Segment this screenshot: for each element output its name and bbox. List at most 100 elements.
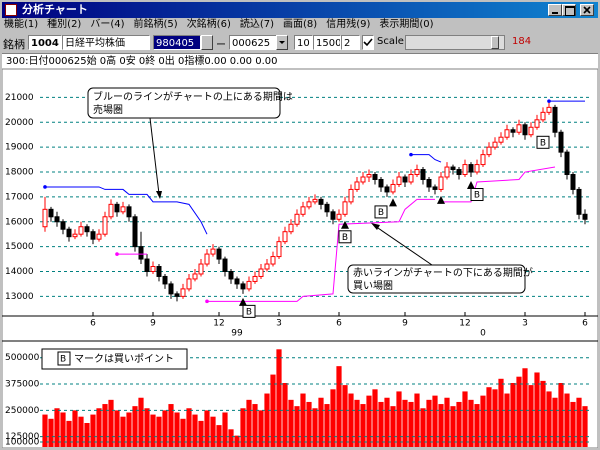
candle-body bbox=[216, 248, 222, 260]
x-tick-label: 3 bbox=[276, 319, 282, 329]
y-tick-label: 125000 bbox=[5, 432, 40, 442]
line-start bbox=[409, 152, 413, 157]
year-label: 0 bbox=[480, 329, 486, 339]
candle-body bbox=[438, 176, 444, 190]
date-to-dropdown[interactable] bbox=[276, 35, 288, 50]
menu-item[interactable]: 前銘柄(5) bbox=[133, 19, 178, 30]
buy-marker-label: B bbox=[540, 138, 546, 148]
menu-item[interactable]: バー(4) bbox=[90, 19, 125, 30]
volume-bar bbox=[384, 397, 390, 447]
candle-body bbox=[192, 273, 198, 280]
param3-input[interactable]: 2 bbox=[341, 35, 360, 50]
scale-checkbox[interactable] bbox=[362, 35, 374, 50]
volume-bar bbox=[78, 416, 84, 447]
candle-body bbox=[474, 164, 480, 173]
volume-bar bbox=[228, 429, 234, 447]
signal-triangle bbox=[389, 198, 397, 207]
indicator-line bbox=[45, 186, 208, 235]
candle-body bbox=[528, 126, 534, 136]
candle-body bbox=[336, 213, 342, 220]
buy-marker bbox=[374, 205, 388, 219]
indicator-line bbox=[411, 154, 442, 163]
indicator-line bbox=[207, 198, 435, 302]
window-title: 分析チャート bbox=[22, 3, 88, 16]
name-input[interactable]: 日経平均株価 bbox=[62, 35, 150, 50]
candle-body bbox=[330, 211, 336, 220]
y-tick-label: 17000 bbox=[5, 192, 34, 202]
candle-body bbox=[174, 293, 180, 297]
volume-bar bbox=[204, 410, 210, 447]
menu-item[interactable]: 信用残(9) bbox=[326, 19, 371, 30]
param2-input[interactable]: 1500 bbox=[313, 35, 341, 50]
menu-item[interactable]: 次銘柄(6) bbox=[186, 19, 231, 30]
menu-bar: 機能(1) 種別(2) バー(4) 前銘柄(5) 次銘柄(6) 読込(7) 画面(8) 信用残… bbox=[0, 18, 434, 32]
volume-bar bbox=[108, 399, 114, 447]
candle-body bbox=[258, 268, 264, 277]
volume-bar bbox=[330, 389, 336, 447]
volume-bar bbox=[360, 404, 366, 447]
close-button[interactable] bbox=[580, 4, 594, 16]
buy-marker bbox=[536, 135, 550, 149]
candle-body bbox=[450, 166, 456, 171]
date-from-input[interactable]: 980405 bbox=[153, 35, 201, 50]
volume-bar bbox=[528, 385, 534, 447]
volume-bar bbox=[156, 416, 162, 447]
volume-bar bbox=[540, 380, 546, 447]
volume-bar bbox=[576, 397, 582, 447]
menu-item[interactable]: 表示期間(0) bbox=[379, 19, 434, 30]
candle-body bbox=[324, 203, 330, 213]
menu-item[interactable]: 読込(7) bbox=[239, 19, 275, 30]
volume-bar bbox=[498, 378, 504, 447]
code-input[interactable]: 1004 bbox=[28, 35, 62, 50]
candle-body bbox=[264, 263, 270, 270]
volume-bar bbox=[558, 383, 564, 447]
candle-body bbox=[300, 206, 306, 215]
volume-bar bbox=[162, 410, 168, 447]
menu-item[interactable]: 機能(1) bbox=[4, 19, 39, 30]
candle-body bbox=[396, 176, 402, 185]
volume-bar bbox=[438, 404, 444, 447]
candle-body bbox=[204, 253, 210, 265]
y-tick-label: 500000 bbox=[5, 353, 40, 363]
volume-bar bbox=[294, 406, 300, 447]
candle-body bbox=[54, 216, 60, 223]
signal-triangle bbox=[467, 181, 475, 189]
date-to-input[interactable]: 000625 bbox=[229, 35, 277, 50]
volume-bar bbox=[546, 391, 552, 447]
candle-body bbox=[504, 129, 510, 138]
volume-bar bbox=[288, 399, 294, 447]
volume-bar bbox=[348, 393, 354, 447]
candle-body bbox=[114, 203, 120, 213]
minimize-button[interactable] bbox=[548, 4, 562, 16]
slider[interactable] bbox=[405, 35, 505, 50]
line-start bbox=[43, 185, 47, 189]
candle-body bbox=[180, 288, 186, 297]
maximize-button[interactable] bbox=[562, 4, 576, 16]
candle-body bbox=[150, 266, 156, 272]
candle-body bbox=[228, 270, 234, 280]
volume-bar bbox=[186, 408, 192, 447]
y-tick-label: 21000 bbox=[5, 93, 34, 103]
indicator-line bbox=[441, 166, 556, 203]
candle-body bbox=[570, 174, 576, 190]
candle-body bbox=[84, 226, 90, 233]
menu-item[interactable]: 画面(8) bbox=[283, 19, 318, 30]
date-spinner[interactable] bbox=[201, 35, 213, 50]
buy-marker bbox=[338, 230, 352, 244]
param1-input[interactable]: 10 bbox=[294, 35, 313, 50]
volume-bar bbox=[102, 404, 108, 447]
candle-body bbox=[432, 186, 438, 190]
volume-bar bbox=[468, 399, 474, 447]
candle-body bbox=[276, 241, 282, 258]
x-tick-label: 9 bbox=[150, 319, 156, 329]
count-label: 184 bbox=[512, 36, 532, 47]
x-tick-label: 9 bbox=[402, 319, 408, 329]
candle-body bbox=[552, 106, 558, 133]
buy-marker-label: B bbox=[246, 307, 252, 317]
candle-body bbox=[564, 151, 570, 176]
legend-marker: B bbox=[60, 355, 66, 365]
candle-body bbox=[138, 246, 144, 260]
menu-item[interactable]: 種別(2) bbox=[47, 19, 82, 30]
volume-bar bbox=[402, 399, 408, 447]
